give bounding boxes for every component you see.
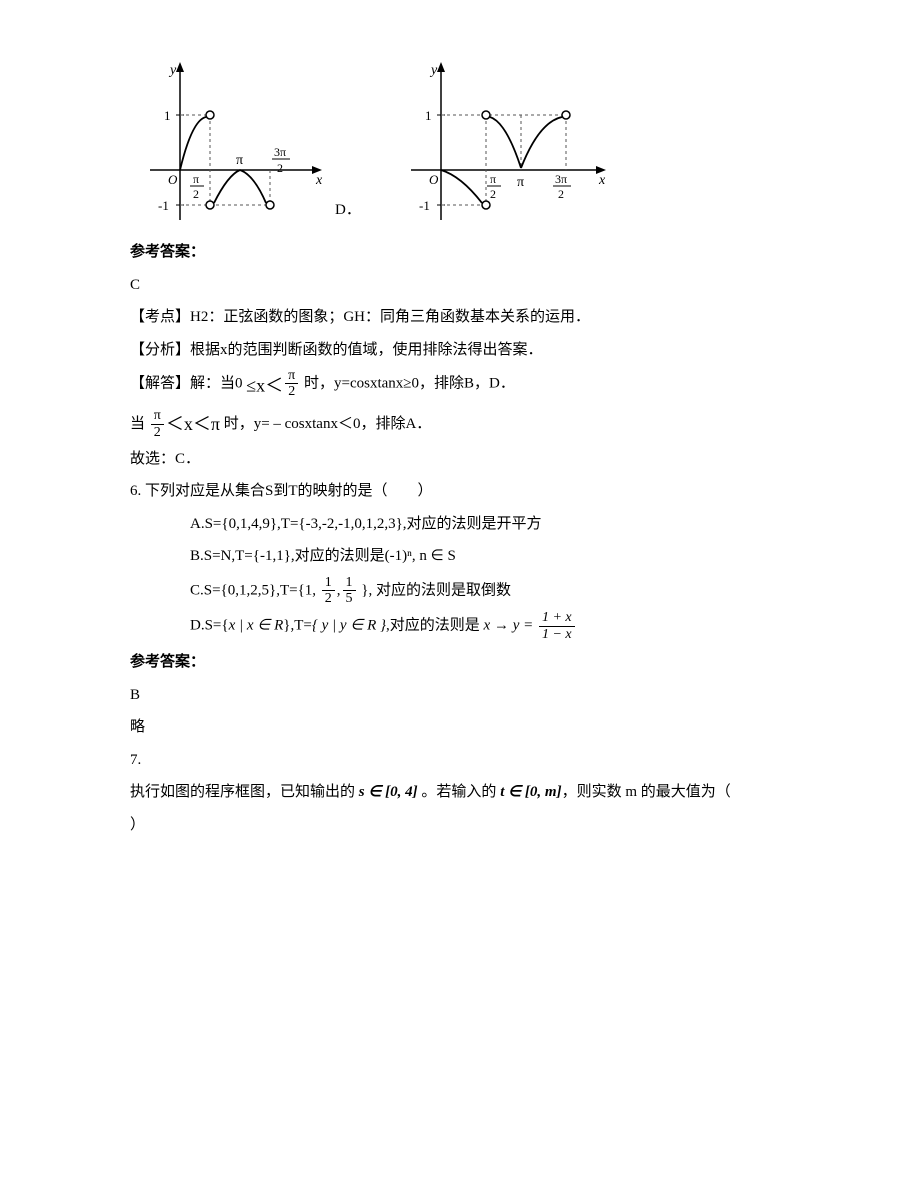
q5-kaodian-prefix: 【考点】 xyxy=(130,309,190,325)
q5-fenxi: 【分析】根据x的范围判断函数的值域，使用排除法得出答案． xyxy=(130,336,800,365)
q7-t-expr: t ∈ [0, m] xyxy=(500,784,561,800)
q5-cond1-a: ≤x＜ xyxy=(246,375,283,395)
option-d-label: D． xyxy=(335,196,361,225)
q5-jieda-line2: 当 π2＜x＜π 时，y= – cosxtanx＜0，排除A． xyxy=(130,407,800,441)
frac-num: 1 xyxy=(343,575,356,590)
q5-cond2-tail: 时，y= – cosxtanx＜0，排除A． xyxy=(224,416,432,432)
q5-kaodian: 【考点】H2：正弦函数的图象；GH：同角三角函数基本关系的运用． xyxy=(130,303,800,332)
q6-d-rule-frac: 1 + x1 − x xyxy=(539,610,575,642)
q6-b-expr: (-1)ⁿ, n ∈ S xyxy=(385,548,456,564)
q5-fenxi-text: 根据x的范围判断函数的值域，使用排除法得出答案． xyxy=(190,342,543,358)
q6-d-post: ,对应的法则是 xyxy=(386,618,484,634)
frac-den: 2 xyxy=(151,424,164,440)
svg-text:1: 1 xyxy=(425,108,432,123)
q5-jieda-intro: 解：当0 xyxy=(190,375,243,391)
svg-text:-1: -1 xyxy=(158,198,169,213)
q6-opt-c: C.S={0,1,2,5},T={1, 12,15 }, 对应的法则是取倒数 xyxy=(190,575,800,607)
q7-s-expr: s ∈ [0, 4] xyxy=(359,784,418,800)
q7-close: ） xyxy=(130,811,800,840)
q6-d-rule-left: x → y = xyxy=(484,618,537,634)
q6-c-comma: , xyxy=(337,582,341,598)
q7-num: 7. xyxy=(130,746,800,775)
svg-text:2: 2 xyxy=(193,187,199,201)
q6-d-pre: D.S={ xyxy=(190,618,229,634)
q6-stem: 6. 下列对应是从集合S到T的映射的是（ ） xyxy=(130,477,800,506)
q5-cond2-frac: π2 xyxy=(151,408,164,440)
q5-answer-head: 参考答案： xyxy=(130,238,800,267)
frac-num: π xyxy=(285,368,298,383)
graph-d-svg: y x O 1 -1 π 2 π 3π 2 xyxy=(401,60,611,230)
q6-c-post: }, 对应的法则是取倒数 xyxy=(358,582,511,598)
q6-d-set1: x | x ∈ R xyxy=(229,618,284,634)
q5-cond2-mid: ＜x＜π xyxy=(166,414,220,434)
svg-text:2: 2 xyxy=(277,161,283,175)
svg-text:π: π xyxy=(490,172,496,186)
graph-c-svg: y x O 1 -1 π 2 π 3π 2 xyxy=(140,60,325,230)
q6-note: 略 xyxy=(130,713,800,742)
svg-text:O: O xyxy=(429,172,439,187)
q6-b-pre: B.S=N,T={-1,1},对应的法则是 xyxy=(190,548,385,564)
frac-den: 5 xyxy=(343,590,356,606)
svg-text:π: π xyxy=(517,175,524,190)
frac-den: 2 xyxy=(285,383,298,399)
frac-den: 2 xyxy=(322,590,335,606)
svg-text:-1: -1 xyxy=(419,198,430,213)
q6-c-frac2: 15 xyxy=(343,575,356,607)
q5-fenxi-prefix: 【分析】 xyxy=(130,342,190,358)
q5-cond2-pre: 当 xyxy=(130,416,149,432)
q6-opt-a: A.S={0,1,4,9},T={-3,-2,-1,0,1,2,3},对应的法则… xyxy=(190,510,800,539)
svg-text:y: y xyxy=(429,63,438,78)
q6-opt-d: D.S={x | x ∈ R},T={ y | y ∈ R },对应的法则是 x… xyxy=(190,610,800,642)
q5-cond1-frac: π2 xyxy=(285,368,298,400)
graph-c: y x O 1 -1 π 2 π 3π 2 xyxy=(140,60,325,230)
q6-c-frac1: 12 xyxy=(322,575,335,607)
q5-jieda-line1: 【解答】解：当0 ≤x＜π2 时，y=cosxtanx≥0，排除B，D． xyxy=(130,368,800,403)
q5-jieda-prefix: 【解答】 xyxy=(130,375,190,391)
graphs-row: y x O 1 -1 π 2 π 3π 2 xyxy=(140,60,800,230)
svg-text:2: 2 xyxy=(558,187,564,201)
frac-num: 1 + x xyxy=(539,610,575,625)
q6-c-pre: C.S={0,1,2,5},T={1, xyxy=(190,582,320,598)
graph-d: y x O 1 -1 π 2 π 3π 2 xyxy=(401,60,611,230)
svg-text:3π: 3π xyxy=(274,145,286,159)
frac-num: π xyxy=(151,408,164,423)
q5-cond1-tail: 时，y=cosxtanx≥0，排除B，D． xyxy=(304,375,515,391)
frac-den: 1 − x xyxy=(539,626,575,642)
svg-text:3π: 3π xyxy=(555,172,567,186)
frac-num: 1 xyxy=(322,575,335,590)
svg-text:x: x xyxy=(315,173,323,188)
svg-text:1: 1 xyxy=(164,108,171,123)
q6-opt-b: B.S=N,T={-1,1},对应的法则是(-1)ⁿ, n ∈ S xyxy=(190,542,800,571)
svg-text:2: 2 xyxy=(490,187,496,201)
q7-mid: 。若输入的 xyxy=(418,784,501,800)
q7-tail: ，则实数 m 的最大值为（ xyxy=(562,784,731,800)
q6-answer: B xyxy=(130,681,800,710)
q5-kaodian-text: H2：正弦函数的图象；GH：同角三角函数基本关系的运用． xyxy=(190,309,590,325)
q5-final: 故选：C． xyxy=(130,445,800,474)
q6-answer-head: 参考答案： xyxy=(130,648,800,677)
svg-text:O: O xyxy=(168,172,178,187)
q7-stem: 执行如图的程序框图，已知输出的 s ∈ [0, 4] 。若输入的 t ∈ [0,… xyxy=(130,778,800,807)
q6-d-set2: { y | y ∈ R } xyxy=(312,618,386,634)
svg-text:π: π xyxy=(193,172,199,186)
svg-text:y: y xyxy=(168,63,177,78)
q5-answer: C xyxy=(130,271,800,300)
q6-d-mid: },T= xyxy=(283,618,312,634)
svg-text:π: π xyxy=(236,153,243,168)
svg-text:x: x xyxy=(598,173,606,188)
q7-pre: 执行如图的程序框图，已知输出的 xyxy=(130,784,359,800)
